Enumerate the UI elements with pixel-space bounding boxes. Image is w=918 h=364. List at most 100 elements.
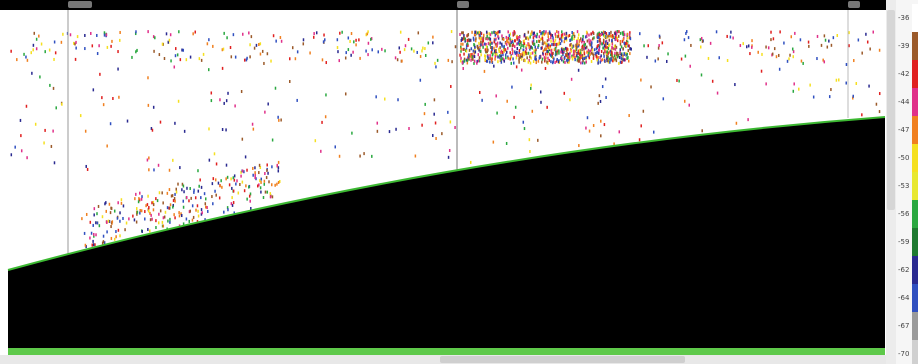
echo-dot [231,55,233,58]
echo-dot [497,35,499,38]
echo-dot [178,211,180,214]
echo-dot [484,70,486,73]
echo-dot [564,92,566,95]
echo-dot [447,111,449,114]
echo-dot [428,41,430,44]
marker-tab[interactable] [848,1,860,8]
echo-dot [506,36,508,39]
echo-dot [267,52,269,55]
echo-dot [186,187,188,190]
echo-dot [337,50,339,53]
echo-dot [55,51,57,54]
echo-dot [472,55,474,58]
echo-dot [355,39,357,42]
echo-dot [80,114,82,117]
echo-dot [313,32,315,35]
echo-dot [556,43,558,46]
echo-dot [564,61,566,64]
echo-dot [233,176,235,179]
echo-dot [268,180,270,183]
echo-dot [20,134,22,137]
echo-dot [607,51,609,54]
echo-dot [487,60,489,63]
colorbar-swatch [912,312,918,340]
echo-dot [405,44,407,47]
echo-dot [643,44,645,47]
echo-dot [193,216,195,219]
echo-dot [700,46,702,49]
marker-tab[interactable] [457,1,469,8]
echo-dot [779,30,781,33]
echo-dot [495,94,497,97]
echo-dot [351,32,353,35]
echo-dot [26,105,28,108]
echo-dot [421,49,423,52]
echo-dot [529,36,531,39]
v-scroll-thumb[interactable] [887,10,895,210]
echo-dot [245,184,247,187]
colorbar-label: -70 [898,350,909,358]
echo-dot [646,56,648,59]
echo-dot [623,42,625,45]
echo-dot [571,37,573,40]
h-scroll-thumb[interactable] [440,356,685,363]
echo-dot [469,49,471,52]
echo-dot [519,49,521,52]
echo-dot [49,49,51,52]
echo-dot [529,138,531,141]
echo-dot [476,62,478,65]
echo-dot [205,197,207,200]
echo-dot [477,31,479,34]
echo-dot [516,56,518,59]
marker-tab[interactable] [68,1,92,8]
echo-dot [545,53,547,56]
echo-dot [506,100,508,103]
echo-dot [569,55,571,58]
echo-dot [99,73,101,76]
echo-dot [70,33,72,36]
echo-dot [511,62,513,65]
echo-dot [684,38,686,41]
echo-dot [829,95,831,98]
echo-dot [478,53,480,56]
echo-dot [186,217,188,220]
echo-dot [794,32,796,35]
echo-dot [214,152,216,155]
echo-dot [249,43,251,46]
echo-dot [337,46,339,49]
echo-dot [789,54,791,57]
echo-dot [92,240,94,243]
echo-dot [479,56,481,59]
echo-dot [234,174,236,177]
echo-dot [545,67,547,70]
echo-dot [551,43,553,46]
echo-dot [460,57,462,60]
echo-dot [404,48,406,51]
echo-dot [494,58,496,61]
echo-dot [524,127,526,130]
echo-dot [119,39,121,42]
colorbar-label: -50 [898,154,909,162]
echo-dot [246,58,248,61]
echo-dot [573,54,575,57]
echo-dot [517,47,519,50]
echo-dot [588,34,590,37]
echo-dot [208,68,210,71]
echo-dot [273,34,275,37]
echo-dot [148,104,150,107]
echo-dot [162,221,164,224]
echo-dot [858,38,860,41]
echo-dot [147,195,149,198]
echo-dot [499,54,501,57]
colorbar-swatch [912,172,918,200]
echo-dot [186,58,188,61]
echo-dot [550,36,552,39]
echo-dot [727,59,729,62]
echo-dot [513,62,515,65]
echo-dot [163,216,165,219]
echo-dot [158,213,160,216]
echo-dot [227,208,229,211]
echo-dot [828,40,830,43]
echo-dot [227,176,229,179]
echo-dot [503,38,505,41]
